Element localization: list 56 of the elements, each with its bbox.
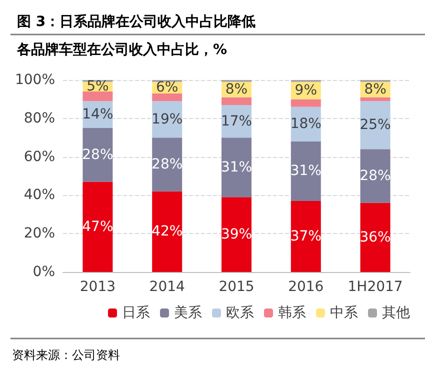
text: 资料来源：公司资料 (12, 348, 120, 362)
data-label: 5% (86, 78, 109, 95)
y-tick-label: 80% (24, 110, 55, 126)
bar (290, 200, 321, 272)
y-tick-label: 100% (14, 72, 55, 88)
x-tick-label: 2013 (80, 279, 116, 295)
x-tick-label: 2015 (218, 279, 254, 295)
data-label: 14% (82, 106, 114, 123)
bar (222, 197, 252, 272)
y-tick-label: 40% (24, 187, 55, 204)
data-label: 36% (360, 229, 391, 246)
y-tick-label: 0% (32, 264, 55, 280)
bar (360, 101, 390, 150)
data-label: 19% (152, 111, 183, 128)
data-label: 31% (290, 163, 322, 180)
bar (152, 138, 182, 192)
data-label: 9% (294, 82, 318, 99)
data-label: 31% (220, 159, 252, 176)
data-label: 8% (364, 82, 386, 98)
bar (82, 92, 113, 102)
data-label: 28% (360, 168, 391, 184)
bar (222, 138, 252, 198)
legend-label: 中系 (330, 305, 358, 321)
bar (290, 141, 321, 201)
data-label: 6% (156, 80, 178, 96)
x-tick-label: 2016 (288, 279, 324, 295)
bar (360, 202, 390, 272)
bar (82, 128, 113, 182)
data-label: 28% (152, 156, 183, 172)
data-label: 25% (360, 117, 391, 134)
chart-title: 图 3：日系品牌在公司收入中占比降低 (17, 14, 256, 30)
x-tick-label: 1H2017 (348, 279, 403, 295)
data-label: 42% (152, 224, 183, 240)
data-label: 18% (290, 116, 322, 132)
data-label: 39% (220, 226, 252, 243)
bar (360, 97, 390, 102)
legend-label: 韩系 (278, 305, 306, 321)
data-label: 8% (225, 82, 248, 98)
bar (290, 99, 321, 107)
bar (152, 191, 182, 272)
bar (360, 149, 390, 203)
legend-label: 欧系 (226, 305, 254, 321)
bar (222, 97, 252, 105)
data-label: 17% (220, 113, 252, 130)
bar (152, 93, 182, 102)
x-tick-label: 2014 (149, 279, 185, 295)
data-label: 37% (290, 228, 322, 244)
legend-label: 美系 (174, 305, 202, 321)
legend-label: 其他 (382, 305, 410, 321)
data-label: 28% (82, 146, 114, 163)
bar (82, 182, 113, 272)
chart-subtitle: 各品牌车型在公司收入中占比，% (16, 41, 228, 58)
y-tick-label: 20% (24, 226, 55, 242)
legend-label: 日系 (122, 305, 150, 321)
data-label: 47% (82, 218, 114, 235)
y-tick-label: 60% (24, 148, 55, 165)
